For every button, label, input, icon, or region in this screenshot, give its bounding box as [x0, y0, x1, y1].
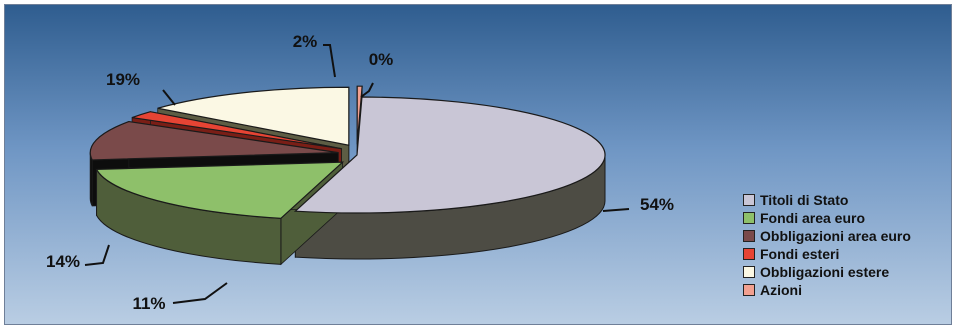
slice-azioni: [356, 85, 363, 145]
value-label-azioni: 0%: [369, 50, 394, 69]
value-label-fondi-area-euro: 19%: [106, 70, 140, 89]
legend-label-azioni: Azioni: [760, 282, 802, 298]
legend-label-fondi-area-euro: Fondi area euro: [760, 210, 866, 226]
legend-swatch-obbligazioni-area-euro: [743, 230, 755, 242]
value-label-obbligazioni-area-euro: 11%: [132, 294, 165, 313]
legend-item-fondi-area-euro: Fondi area euro: [743, 209, 953, 227]
leader-line-azioni: [360, 82, 374, 98]
legend-item-obbligazioni-estere: Obbligazioni estere: [743, 263, 953, 281]
legend-swatch-fondi-area-euro: [743, 212, 755, 224]
slice-titoli-di-stato: [293, 96, 606, 214]
legend-item-fondi-esteri: Fondi esteri: [743, 245, 953, 263]
value-label-fondi-esteri: 2%: [293, 32, 318, 51]
legend-label-obbligazioni-estere: Obbligazioni estere: [760, 264, 890, 280]
legend-swatch-azioni: [743, 284, 755, 296]
legend-item-azioni: Azioni: [743, 281, 953, 299]
legend-label-fondi-esteri: Fondi esteri: [760, 246, 840, 262]
leader-line-obbligazioni-area-euro: [172, 282, 228, 304]
pie-chart-svg: 54% 19% 11% 2% 14% 0%: [46, 32, 674, 313]
leader-line-fondi-area-euro: [162, 89, 176, 106]
legend-label-titoli-di-stato: Titoli di Stato: [760, 192, 849, 208]
slice-fondi-esteri: [131, 111, 342, 150]
leader-line-obbligazioni-estere: [84, 244, 110, 266]
chart-area: 54% 19% 11% 2% 14% 0% Titoli di Stato Fondi ar…: [4, 4, 952, 325]
leader-line-fondi-esteri: [323, 44, 336, 78]
legend-label-obbligazioni-area-euro: Obbligazioni area euro: [760, 228, 911, 244]
slice-obbligazioni-estere: [157, 86, 350, 146]
legend-item-titoli-di-stato: Titoli di Stato: [743, 191, 953, 209]
legend-swatch-fondi-esteri: [743, 248, 755, 260]
slice-side-obbligazioni-area-euro: [89, 152, 93, 207]
value-label-obbligazioni-estere: 14%: [46, 252, 80, 271]
leader-line-titoli-di-stato: [602, 208, 630, 212]
legend-item-obbligazioni-area-euro: Obbligazioni area euro: [743, 227, 953, 245]
legend-swatch-obbligazioni-estere: [743, 266, 755, 278]
legend-swatch-titoli-di-stato: [743, 194, 755, 206]
pie-labels: 54% 19% 11% 2% 14% 0%: [46, 32, 674, 313]
slice-fondi-area-euro: [95, 161, 345, 219]
value-label-titoli-di-stato: 54%: [640, 195, 674, 214]
pie-tops: [89, 85, 606, 219]
chart-legend: Titoli di Stato Fondi area euro Obbligazio…: [743, 191, 953, 299]
slice-obbligazioni-area-euro: [89, 120, 339, 161]
